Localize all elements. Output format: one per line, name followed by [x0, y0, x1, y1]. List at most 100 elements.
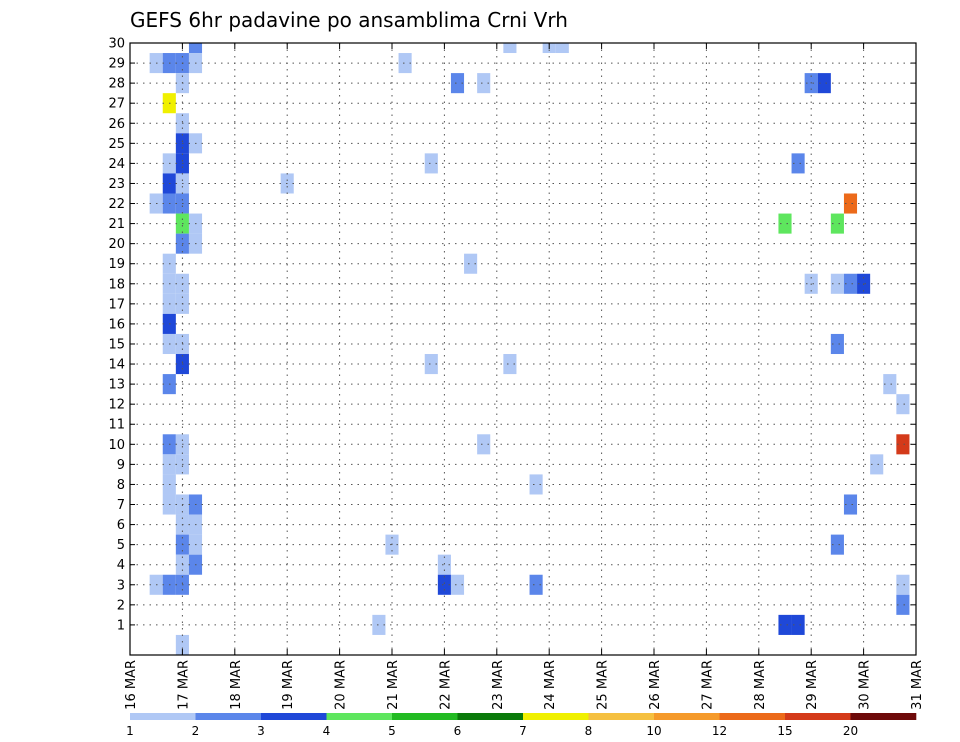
heatmap-cell	[830, 273, 844, 294]
y-tick-label: 27	[108, 97, 125, 112]
colorbar-label: 3	[257, 724, 265, 738]
y-tick-label: 28	[108, 77, 125, 92]
heatmap-cell	[529, 474, 543, 495]
heatmap-cell	[896, 594, 910, 615]
heatmap-cell	[437, 574, 451, 595]
y-tick-label: 1	[117, 618, 125, 633]
y-tick-label: 22	[108, 197, 125, 212]
colorbar-label: 10	[646, 724, 661, 738]
y-tick-label: 23	[108, 177, 125, 192]
colorbar-swatch	[523, 713, 589, 720]
colorbar-label: 1	[126, 724, 134, 738]
heatmap-cell	[424, 354, 438, 375]
x-tick-label: 17 MAR	[176, 660, 191, 710]
colorbar-swatch	[785, 713, 851, 720]
x-tick-label: 18 MAR	[229, 660, 244, 710]
colorbar-label: 4	[323, 724, 331, 738]
y-tick-label: 8	[117, 478, 125, 493]
chart-title: GEFS 6hr padavine po ansamblima Crni Vrh	[130, 8, 568, 32]
y-tick-label: 20	[108, 237, 125, 252]
heatmap-cell	[555, 43, 569, 54]
y-tick-label: 11	[108, 418, 125, 433]
colorbar-label: 6	[454, 724, 462, 738]
y-tick-label: 30	[108, 37, 125, 52]
colorbar-label: 7	[519, 724, 527, 738]
heatmap-cell	[424, 153, 438, 174]
colorbar-swatch	[588, 713, 655, 720]
heatmap-cell	[843, 193, 858, 214]
colorbar-swatch	[326, 713, 393, 720]
colorbar-label: 5	[388, 724, 396, 738]
colorbar-legend: 1 2 3 4 5 6 7 8 10 12 15 20	[126, 713, 917, 738]
y-tick-label: 12	[108, 398, 125, 413]
y-tick-label: 13	[108, 378, 125, 393]
heatmap-cell	[778, 213, 792, 234]
y-tick-label: 10	[108, 438, 125, 453]
colorbar-label: 12	[712, 724, 727, 738]
x-tick-label: 20 MAR	[334, 660, 349, 710]
heatmap-cell	[870, 454, 884, 475]
y-tick-label: 9	[117, 458, 125, 473]
x-tick-label: 16 MAR	[124, 660, 139, 710]
colorbar-swatch	[654, 713, 720, 720]
y-tick-label: 4	[117, 558, 125, 573]
heatmap-cell	[477, 434, 491, 455]
x-tick-label: 26 MAR	[648, 660, 663, 710]
colorbar-swatch	[719, 713, 786, 720]
heatmap-cell	[843, 494, 858, 515]
colorbar-swatch	[195, 713, 262, 720]
heatmap-cell	[477, 73, 491, 94]
heatmap-cell	[188, 43, 203, 54]
y-tick-label: 16	[108, 317, 125, 332]
heatmap-cell	[830, 213, 844, 234]
y-tick-label: 6	[117, 518, 125, 533]
x-tick-label: 19 MAR	[281, 660, 296, 710]
x-tick-label: 31 MAR	[910, 660, 925, 710]
colorbar-swatch	[392, 713, 458, 720]
x-tick-label: 22 MAR	[438, 660, 453, 710]
heatmap-cell	[896, 574, 910, 595]
y-tick-label: 5	[117, 538, 125, 553]
y-tick-label: 17	[108, 297, 125, 312]
x-tick-label: 30 MAR	[858, 660, 873, 710]
heatmap-cell	[175, 634, 189, 655]
x-tick-label: 21 MAR	[386, 660, 401, 710]
heatmap-cell	[464, 253, 478, 274]
colorbar-swatch	[457, 713, 524, 720]
grid-lines	[130, 42, 916, 655]
y-tick-label: 24	[108, 157, 125, 172]
x-tick-label: 24 MAR	[543, 660, 558, 710]
heatmap-cell	[437, 554, 451, 575]
y-tick-label: 29	[108, 57, 125, 72]
heatmap-cell	[791, 614, 805, 635]
heatmap-cell	[529, 574, 543, 595]
heatmap-cell	[883, 374, 897, 395]
y-tick-label: 26	[108, 117, 125, 132]
colorbar-label: 8	[585, 724, 593, 738]
y-tick-label: 21	[108, 217, 125, 232]
heatmap-cell	[778, 614, 792, 635]
y-tick-label: 15	[108, 337, 125, 352]
y-tick-label: 14	[108, 358, 125, 373]
y-tick-label: 18	[108, 277, 125, 292]
heatmap-cell	[843, 273, 858, 294]
heatmap-cell	[398, 53, 412, 74]
y-axis-ticks: 1234567891011121314151617181920212223242…	[108, 37, 916, 633]
heatmap-cell	[503, 354, 517, 375]
colorbar-swatch	[850, 713, 917, 720]
y-tick-label: 25	[108, 137, 125, 152]
y-tick-label: 3	[117, 578, 125, 593]
colorbar-swatch	[130, 713, 196, 720]
colorbar-swatch	[261, 713, 327, 720]
x-tick-label: 29 MAR	[805, 660, 820, 710]
heatmap-cell	[830, 534, 844, 555]
heatmap-cells	[149, 43, 910, 655]
heatmap-cell	[817, 73, 831, 94]
colorbar-label: 2	[192, 724, 200, 738]
heatmap-cell	[450, 574, 465, 595]
y-tick-label: 7	[117, 498, 125, 513]
heatmap-cell	[372, 614, 386, 635]
colorbar-label: 20	[843, 724, 858, 738]
heatmap-cell	[896, 394, 910, 415]
